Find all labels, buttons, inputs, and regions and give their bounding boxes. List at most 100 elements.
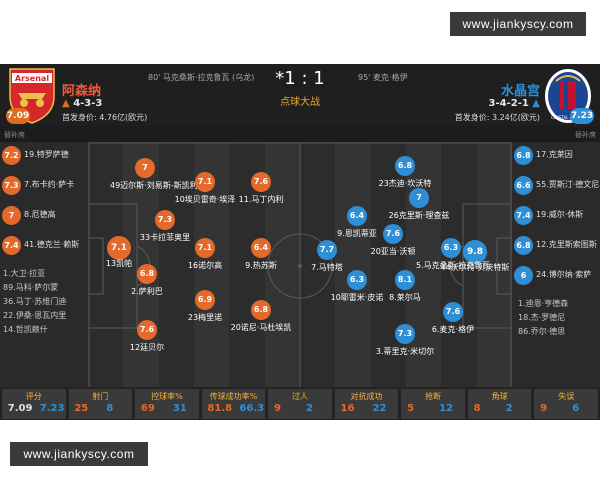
home-sub-player[interactable]: 7.2 19.特罗萨德	[0, 142, 88, 172]
player-name: 23梅里诺	[187, 313, 223, 322]
player-name: 10耶雷米·皮诺	[330, 293, 384, 302]
away-unused-sub[interactable]: 86.乔尔·德思	[518, 327, 566, 336]
away-player[interactable]: 7.6 6.麦克·格伊	[418, 302, 488, 338]
away-player[interactable]: 6.4 9.恩凯蒂亚	[322, 206, 392, 242]
home-team-rating: 7.09	[6, 108, 30, 124]
stat-cell: 评分 7.09 7.23	[2, 389, 66, 419]
away-formation-text: 3-4-2-1	[488, 98, 529, 109]
player-name: 3.蒂里克·米切尔	[375, 347, 435, 356]
home-team-name[interactable]: 阿森纳	[62, 84, 102, 99]
away-player[interactable]: 8.1 8.莱尔马	[370, 270, 440, 306]
home-player[interactable]: 6.8 2.萨利巴	[112, 264, 182, 300]
player-name: 16诺尔高	[187, 261, 223, 270]
player-rating-badge: 7.6	[251, 172, 271, 192]
home-unused-sub[interactable]: 22.伊桑·恩瓦内里	[3, 311, 67, 320]
player-rating-badge: 6.4	[347, 206, 367, 226]
away-player[interactable]: 6.3 5.马克桑斯·拉克鲁瓦	[416, 238, 491, 274]
away-squad-value: 首发身价: 3.24亿(欧元)	[454, 113, 540, 122]
player-name: 23杰迪·坎沃特	[378, 179, 432, 188]
away-bench-label: 替补席	[575, 131, 596, 139]
home-player[interactable]: 7.1 10埃贝雷奇·埃泽	[170, 172, 240, 208]
player-rating-badge: 7.3	[155, 210, 175, 230]
away-sub-player[interactable]: 7.4 19.威尔·休斯	[512, 202, 600, 232]
home-player[interactable]: 7.1 13凯帕	[88, 236, 154, 272]
sub-name: 8.厄德高	[24, 210, 56, 219]
stat-label: 传球成功率%	[209, 392, 258, 401]
home-sub-player[interactable]: 7.3 7.布卡约·萨卡	[0, 172, 88, 202]
home-unused-sub[interactable]: 1.大卫·拉亚	[3, 269, 46, 278]
pitch-stripe	[370, 142, 407, 390]
away-sub-player[interactable]: 6.8 17.克莱因	[512, 142, 600, 172]
away-unused-sub[interactable]: 18.杰·罗德尼	[518, 313, 566, 322]
stat-cell: 失误 9 6	[534, 389, 598, 419]
away-player[interactable]: 7 26克里斯·理查兹	[384, 188, 454, 224]
sub-rating-badge: 7.2	[2, 146, 21, 165]
home-player[interactable]: 7.6 11.马丁内利	[226, 172, 296, 208]
player-name: 7.马特塔	[311, 263, 343, 272]
home-unused-sub[interactable]: 89.马科·萨尔蒙	[3, 283, 59, 292]
away-player[interactable]: 6.8 23杰迪·坎沃特	[370, 156, 440, 192]
stat-away-value: 66.3	[239, 403, 265, 414]
away-sub-player[interactable]: 6.6 55.贾斯汀·德文尼	[512, 172, 600, 202]
player-rating-badge: 7.6	[443, 302, 463, 322]
stat-cell: 射门 25 8	[68, 389, 133, 419]
away-player[interactable]: 6.3 10耶雷米·皮诺	[322, 270, 392, 306]
player-rating-badge: 6.8	[251, 300, 271, 320]
pitch-stripe	[158, 142, 195, 390]
home-player[interactable]: 6.8 20诺尼·马杜埃凯	[226, 300, 296, 336]
player-name: 13凯帕	[105, 259, 133, 268]
stat-cell: 控球率% 69 31	[135, 389, 199, 419]
away-player[interactable]: 7.7 7.马特塔	[292, 240, 362, 276]
formation-icon: ▲	[532, 98, 540, 109]
sub-rating-badge: 6.8	[514, 146, 533, 165]
penalty-shootout-label: 点球大战	[280, 97, 320, 108]
stat-label: 抢断	[425, 392, 442, 401]
stats-bar: 评分 7.09 7.23 射门 25 8 控球率% 69 31 传球成功率% 81.8 66.3 过人 9…	[0, 387, 600, 420]
sub-name: 24.博尔纳·索萨	[536, 270, 592, 279]
stat-away-value: 12	[439, 403, 454, 414]
away-goal-event: 95' 麦克·格伊	[358, 73, 408, 82]
home-sub-player[interactable]: 7.4 41.德克兰·赖斯	[0, 232, 88, 262]
stat-home-value: 69	[140, 403, 155, 414]
stat-label: 射门	[92, 392, 109, 401]
pitch-stripe	[441, 142, 478, 390]
stat-cell: 抢断 5 12	[401, 389, 465, 419]
stat-home-value: 81.8	[207, 403, 233, 414]
away-player[interactable]: 9.8 44沃尔特·贝茨特斯	[440, 240, 510, 276]
player-name: 11.马丁内利	[238, 195, 284, 204]
player-rating-badge: 7.7	[317, 240, 337, 260]
home-player[interactable]: 6.4 9.热苏斯	[226, 238, 296, 274]
stat-cell: 角球 8 2	[467, 389, 532, 419]
match-header: Arsenal 7.09 阿森纳 ▲ 4-3-3 首发身价: 4.76亿(欧元)…	[0, 64, 600, 139]
away-player[interactable]: 7.3 3.蒂里克·米切尔	[370, 324, 440, 360]
home-player[interactable]: 7 49迈尔斯·刘易斯-斯凯利	[110, 158, 198, 194]
player-name: 5.马克桑斯·拉克鲁瓦	[416, 261, 491, 270]
home-player[interactable]: 7.3 33卡拉菲奥里	[130, 210, 200, 246]
home-player[interactable]: 7.6 12廷贝尔	[112, 320, 182, 356]
away-unused-sub[interactable]: 1.迪恩·亨德森	[518, 299, 569, 308]
away-sub-player[interactable]: 6 24.博尔纳·索萨	[512, 262, 600, 292]
player-rating-badge: 7.1	[195, 172, 215, 192]
player-name: 2.萨利巴	[131, 287, 163, 296]
home-unused-sub[interactable]: 36.马丁·苏维门迪	[3, 297, 67, 306]
home-goal-event: 80' 马克桑斯·拉克鲁瓦 (乌龙)	[148, 73, 255, 82]
home-formation: ▲ 4-3-3	[62, 98, 102, 109]
away-player[interactable]: 7.6 20亚当·沃顿	[358, 224, 428, 260]
stat-label: 评分	[25, 392, 42, 401]
home-player[interactable]: 6.9 23梅里诺	[170, 290, 240, 326]
away-team-rating: 7.23	[570, 108, 594, 124]
stat-home-value: 16	[340, 403, 355, 414]
home-player[interactable]: 7.1 16诺尔高	[170, 238, 240, 274]
home-sub-player[interactable]: 7 8.厄德高	[0, 202, 88, 232]
watermark-bottom: www.jiankyscy.com	[10, 442, 148, 466]
away-team-name[interactable]: 水晶宫	[500, 84, 540, 99]
home-unused-sub[interactable]: 14.哲凯赖什	[3, 325, 48, 334]
sub-rating-badge: 6.6	[514, 176, 533, 195]
home-squad-value: 首发身价: 4.76亿(欧元)	[62, 113, 148, 122]
player-name: 20诺尼·马杜埃凯	[230, 323, 292, 332]
player-rating-badge: 8.1	[395, 270, 415, 290]
stat-away-value: 6	[572, 403, 580, 414]
player-rating-badge: 7	[409, 188, 429, 208]
sub-name: 12.克里斯索图斯	[536, 240, 597, 249]
away-sub-player[interactable]: 6.8 12.克里斯索图斯	[512, 232, 600, 262]
